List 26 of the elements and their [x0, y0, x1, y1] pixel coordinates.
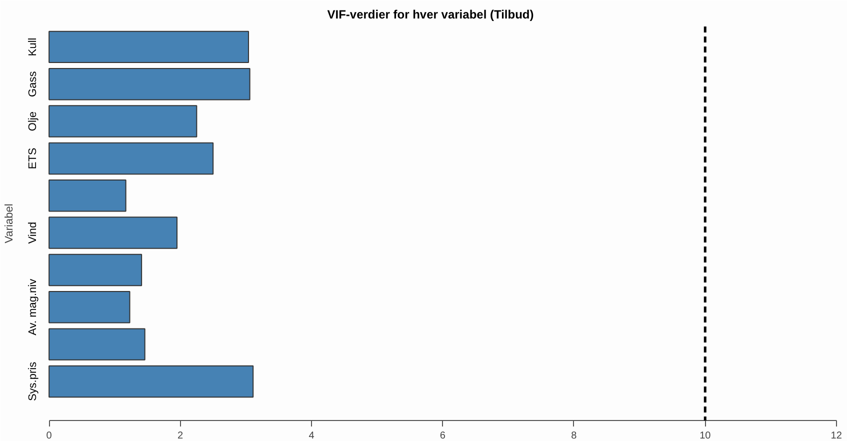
- y-axis-title: Variabel: [4, 204, 16, 244]
- bar: [48, 254, 142, 286]
- bar: [48, 365, 254, 398]
- y-tick-label: Olje: [27, 112, 40, 132]
- bar: [48, 328, 146, 360]
- x-tick-label: 6: [440, 430, 446, 441]
- x-tick-label: 4: [308, 430, 315, 441]
- bar: [48, 68, 250, 100]
- bar: [48, 105, 198, 138]
- y-tick-label: Kull: [27, 38, 40, 56]
- bar: [48, 30, 250, 64]
- y-tick-label: Vind: [27, 222, 40, 244]
- x-tick-label: 8: [571, 430, 578, 441]
- y-tick-label: Av. mag.niv: [27, 278, 40, 336]
- x-tick-label: 10: [700, 430, 712, 441]
- y-tick-label: ETS: [27, 148, 40, 170]
- x-tick-label: 2: [177, 430, 184, 441]
- bar: [48, 291, 130, 324]
- y-tick-label: Sys.pris: [27, 361, 40, 402]
- bar: [48, 142, 214, 175]
- bar: [48, 216, 178, 249]
- x-tick-label: 12: [830, 430, 842, 441]
- y-tick-label: Gass: [27, 70, 40, 97]
- bar: [48, 180, 126, 212]
- x-tick-label: 0: [46, 430, 52, 441]
- chart-title: VIF-verdier for hver variabel (Tilbud): [327, 8, 534, 22]
